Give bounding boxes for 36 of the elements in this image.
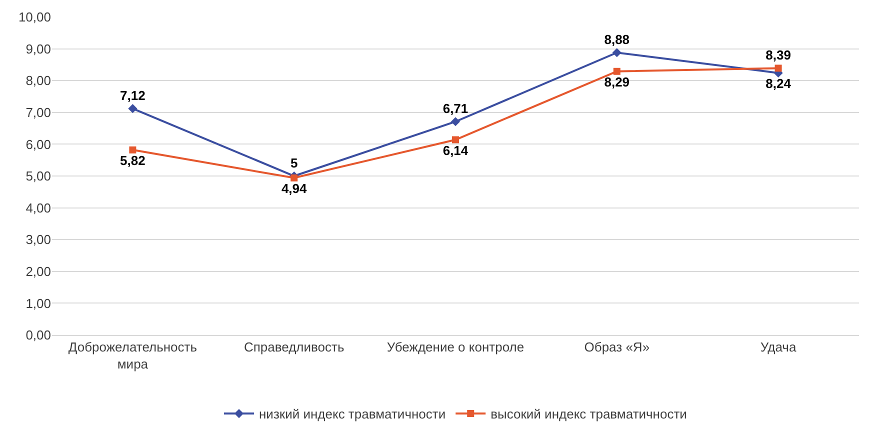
data-label: 8,24 bbox=[766, 76, 792, 92]
x-tick-label: Удача bbox=[760, 340, 797, 355]
point bbox=[450, 117, 460, 126]
data-label: 8,88 bbox=[604, 32, 630, 47]
y-tick-label: 7,00 bbox=[26, 104, 51, 120]
legend-label: высокий индекс травматичности bbox=[490, 406, 687, 422]
y-tick-label: 3,00 bbox=[26, 232, 51, 248]
data-label: 7,12 bbox=[120, 88, 146, 103]
x-tick-label: Убеждение о контроле bbox=[386, 340, 524, 355]
data-label: 8,39 bbox=[766, 48, 791, 63]
y-tick-label: 9,00 bbox=[26, 41, 51, 56]
x-tick-label: Справедливость bbox=[244, 340, 344, 355]
point bbox=[290, 174, 298, 182]
point bbox=[128, 104, 138, 114]
point bbox=[613, 68, 620, 75]
point bbox=[452, 136, 459, 144]
y-tick-label: 0,00 bbox=[26, 328, 51, 343]
point bbox=[774, 64, 782, 72]
data-label: 5 bbox=[290, 155, 298, 170]
x-tick-label: Образ «Я» bbox=[584, 340, 650, 355]
data-label: 5,82 bbox=[120, 153, 146, 168]
y-tick-label: 10,00 bbox=[18, 10, 51, 25]
x-tick-label: Доброжелательность мира bbox=[68, 340, 198, 372]
data-label: 6,71 bbox=[442, 100, 468, 116]
y-tick-label: 6,00 bbox=[26, 136, 51, 152]
data-label: 8,29 bbox=[604, 74, 630, 90]
point bbox=[129, 146, 136, 154]
data-label: 4,94 bbox=[281, 181, 308, 196]
y-tick-label: 1,00 bbox=[26, 296, 51, 311]
y-tick-label: 4,00 bbox=[26, 200, 51, 216]
y-tick-label: 8,00 bbox=[26, 73, 51, 88]
point bbox=[612, 48, 622, 58]
y-tick-label: 5,00 bbox=[26, 168, 51, 184]
legend-label: низкий индекс травматичности bbox=[259, 406, 446, 422]
y-tick-label: 2,00 bbox=[26, 264, 51, 279]
data-label: 6,14 bbox=[442, 142, 469, 158]
